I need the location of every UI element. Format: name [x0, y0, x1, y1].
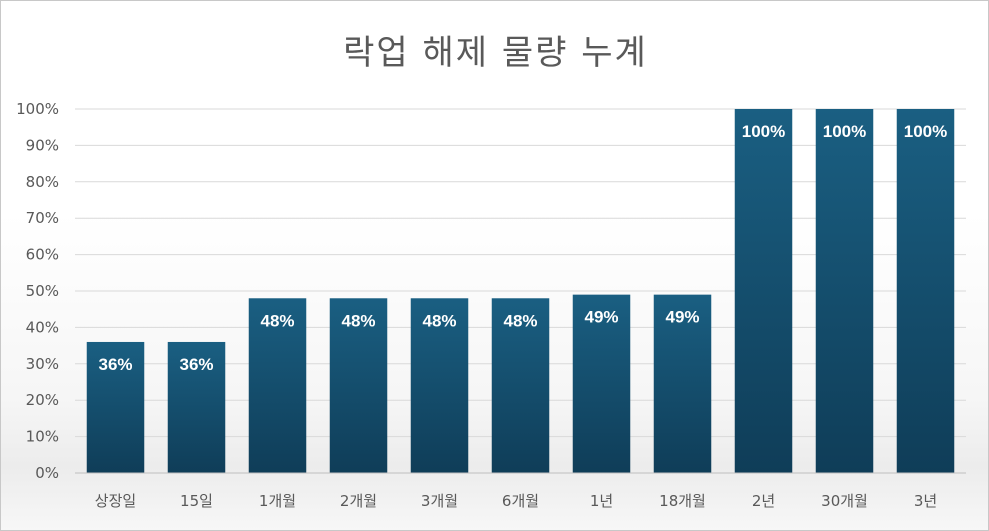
bar [167, 341, 226, 473]
data-label: 48% [341, 311, 375, 330]
y-tick-label: 10% [26, 428, 59, 446]
y-tick-label: 0% [35, 464, 59, 482]
y-tick-label: 40% [26, 318, 59, 336]
bar [329, 298, 388, 473]
data-labels: 36% 36% 48% 48% 48% 48% 49% 49% 100% 100% 100% [98, 122, 947, 374]
y-tick-label: 70% [26, 209, 59, 227]
y-tick-label: 50% [26, 282, 59, 300]
bar [410, 298, 469, 473]
bar [815, 109, 874, 473]
data-label: 100% [742, 122, 785, 141]
bar [248, 298, 307, 473]
data-label: 48% [260, 311, 294, 330]
x-tick-label: 3년 [914, 492, 937, 510]
chart-title: 락업 해제 물량 누계 [343, 33, 648, 73]
x-tick-label: 1년 [590, 492, 613, 510]
x-tick-label: 3개월 [421, 492, 458, 510]
x-tick-label: 상장일 [95, 492, 136, 510]
y-tick-label: 80% [26, 173, 59, 191]
bars [86, 109, 955, 473]
y-tick-label: 100% [16, 100, 59, 118]
data-label: 48% [503, 311, 537, 330]
bar [896, 109, 955, 473]
x-tick-label: 30개월 [821, 492, 868, 510]
data-label: 49% [665, 308, 699, 327]
data-label: 48% [422, 311, 456, 330]
data-label: 49% [584, 308, 618, 327]
data-label: 100% [904, 122, 947, 141]
y-tick-label: 60% [26, 246, 59, 264]
axes: 0% 10% 20% 30% 40% 50% 60% 70% 80% 90% 100% 상장일 15일 1… [16, 100, 966, 510]
data-label: 36% [98, 355, 132, 374]
bar [653, 294, 712, 473]
bar [572, 294, 631, 473]
y-tick-label: 20% [26, 391, 59, 409]
bar [734, 109, 793, 473]
bar [86, 341, 145, 473]
y-tick-label: 30% [26, 355, 59, 373]
bar [491, 298, 550, 473]
data-label: 36% [179, 355, 213, 374]
x-tick-label: 2년 [752, 492, 775, 510]
x-tick-label: 15일 [180, 492, 213, 510]
y-tick-label: 90% [26, 136, 59, 154]
x-tick-label: 2개월 [340, 492, 377, 510]
x-tick-label: 6개월 [502, 492, 539, 510]
x-tick-label: 18개월 [659, 492, 706, 510]
data-label: 100% [823, 122, 866, 141]
x-tick-label: 1개월 [259, 492, 296, 510]
